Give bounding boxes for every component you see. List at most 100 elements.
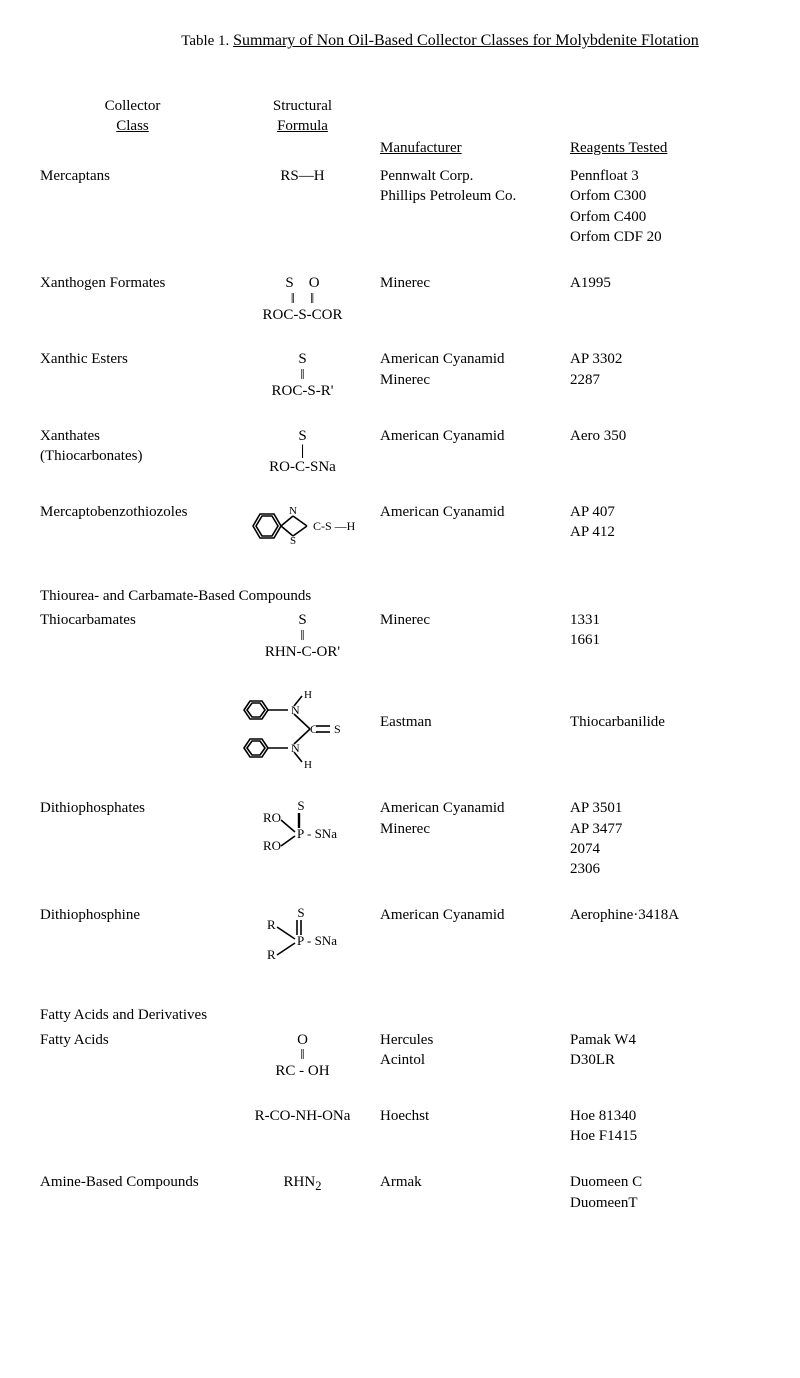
- manufacturer-list: American Cyanamid: [380, 498, 570, 554]
- svg-text:N: N: [289, 505, 297, 517]
- formula: S ‖ RHN-C-OR': [225, 606, 380, 664]
- formula-line: RHN-C-OR': [265, 645, 340, 661]
- formula: S | RO-C-SNa: [225, 422, 380, 480]
- class-name: Xanthic Esters: [40, 345, 225, 403]
- class-line: Xanthates: [40, 426, 225, 446]
- header-line: Structural: [273, 96, 332, 116]
- formula: RHN2: [225, 1168, 380, 1217]
- reagent-list: Hoe 81340 Hoe F1415: [570, 1102, 740, 1151]
- header-line: Formula: [277, 116, 328, 136]
- class-name: [40, 1102, 225, 1151]
- section-heading: Fatty Acids and Derivatives: [40, 991, 740, 1025]
- formula-text: RHN: [284, 1174, 316, 1190]
- manufacturer: American Cyanamid: [380, 798, 570, 818]
- formula-line: ‖: [300, 629, 304, 645]
- header-line: Collector: [105, 96, 161, 116]
- manufacturer-list: Pennwalt Corp. Phillips Petroleum Co.: [380, 162, 570, 251]
- svg-text:S: S: [297, 905, 304, 920]
- dithiophosphate-icon: S RO RO P - SNa: [243, 798, 363, 862]
- reagent: Aero 350: [570, 426, 740, 446]
- reagent: Orfom C300: [570, 186, 740, 206]
- manufacturer-list: Armak: [380, 1168, 570, 1217]
- reagent: AP 3501: [570, 798, 740, 818]
- class-name: Xanthogen Formates: [40, 269, 225, 327]
- reagent-list: Thiocarbanilide: [570, 682, 740, 776]
- reagent: 2287: [570, 370, 740, 390]
- svg-text:H: H: [304, 759, 312, 771]
- reagent-list: AP 3501 AP 3477 2074 2306: [570, 794, 740, 883]
- formula-line: RO-C-SNa: [269, 460, 336, 476]
- reagent: Pamak W4: [570, 1030, 740, 1050]
- reagent: Thiocarbanilide: [570, 712, 740, 732]
- svg-text:R: R: [267, 947, 276, 962]
- dithiophosphine-icon: S R R P - SNa: [243, 905, 363, 969]
- table-number: Table 1.: [181, 33, 233, 49]
- manufacturer: Armak: [380, 1172, 570, 1192]
- formula-line: O: [297, 1033, 308, 1049]
- manufacturer: Minerec: [380, 819, 570, 839]
- manufacturer-list: American Cyanamid: [380, 901, 570, 973]
- formula-line: ‖: [300, 1048, 304, 1064]
- reagent-list: AP 3302 2287: [570, 345, 740, 403]
- formula-line: ROC-S-COR: [262, 308, 342, 324]
- reagent: 2074: [570, 839, 740, 859]
- manufacturer-list: Hoechst: [380, 1102, 570, 1151]
- reagent-list: Aero 350: [570, 422, 740, 480]
- class-name: Xanthates (Thiocarbonates): [40, 422, 225, 480]
- svg-text:S: S: [289, 535, 295, 547]
- manufacturer: American Cyanamid: [380, 426, 570, 446]
- formula-line: |: [301, 444, 304, 460]
- manufacturer-list: Minerec: [380, 606, 570, 664]
- reagent-list: Pennfloat 3 Orfom C300 Orfom C400 Orfom …: [570, 162, 740, 251]
- manufacturer-list: Hercules Acintol: [380, 1026, 570, 1084]
- formula-line: S: [298, 429, 306, 445]
- reagent: Pennfloat 3: [570, 166, 740, 186]
- class-name: Dithiophosphates: [40, 794, 225, 883]
- class-name: Dithiophosphine: [40, 901, 225, 973]
- svg-text:N: N: [291, 741, 300, 755]
- manufacturer-list: Minerec: [380, 269, 570, 327]
- reagent: 1331: [570, 610, 740, 630]
- reagent-list: AP 407 AP 412: [570, 498, 740, 554]
- formula-line: ‖: [300, 368, 304, 384]
- svg-text:RO: RO: [263, 838, 281, 853]
- manufacturer: Acintol: [380, 1050, 570, 1070]
- formula-structure: N S C-S —H: [225, 498, 380, 554]
- reagent: Hoe 81340: [570, 1106, 740, 1126]
- table-caption: Table 1. Summary of Non Oil-Based Collec…: [40, 30, 800, 52]
- formula-structure: S R R P - SNa: [225, 901, 380, 973]
- reagent: DuomeenT: [570, 1193, 740, 1213]
- svg-text:N: N: [291, 703, 300, 717]
- reagent: Duomeen C: [570, 1172, 740, 1192]
- header-line: Reagents Tested: [570, 140, 667, 156]
- header-manufacturer: Manufacturer: [380, 134, 570, 162]
- svg-text:S: S: [334, 722, 341, 736]
- formula-line: S: [298, 352, 306, 368]
- reagent: 1661: [570, 630, 740, 650]
- formula: R-CO-NH-ONa: [225, 1102, 380, 1151]
- formula: RS—H: [225, 162, 380, 251]
- reagent: Aerophine·3418A: [570, 905, 740, 925]
- manufacturer: Minerec: [380, 370, 570, 390]
- formula-line: ROC-S-R': [272, 384, 334, 400]
- formula: S O ‖ ‖ ROC-S-COR: [225, 269, 380, 327]
- table-title: Summary of Non Oil-Based Collector Class…: [233, 32, 699, 49]
- reagent-list: A1995: [570, 269, 740, 327]
- thiocarbanilide-icon: N N H H C S: [238, 686, 368, 772]
- reagent: D30LR: [570, 1050, 740, 1070]
- formula-structure: N N H H C S: [225, 682, 380, 776]
- manufacturer: Minerec: [380, 610, 570, 630]
- reagent-list: Duomeen C DuomeenT: [570, 1168, 740, 1217]
- class-name: Mercaptobenzothiozoles: [40, 498, 225, 554]
- class-name: Mercaptans: [40, 162, 225, 251]
- svg-text:P - SNa: P - SNa: [297, 826, 337, 841]
- collector-table: Collector Class Structural Formula Manuf…: [40, 92, 800, 1217]
- formula-line: ‖ ‖: [291, 292, 314, 308]
- reagent: AP 3477: [570, 819, 740, 839]
- formula: O ‖ RC - OH: [225, 1026, 380, 1084]
- header-line: Class: [116, 116, 149, 136]
- reagent: Orfom CDF 20: [570, 227, 740, 247]
- class-name: Thiocarbamates: [40, 606, 225, 664]
- manufacturer-list: American Cyanamid Minerec: [380, 345, 570, 403]
- benzothiazole-icon: N S C-S —H: [243, 502, 363, 550]
